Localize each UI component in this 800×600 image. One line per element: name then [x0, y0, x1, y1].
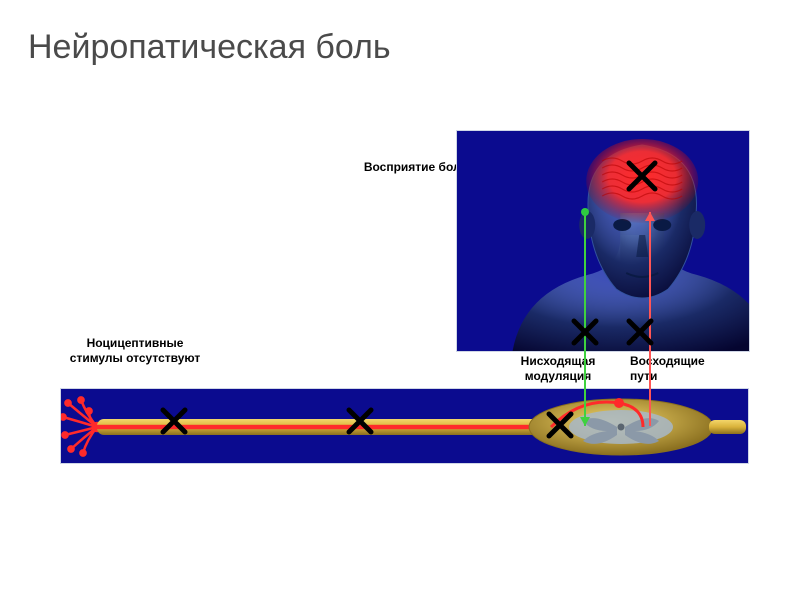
head-illustration: [457, 131, 750, 352]
label-line: Ноцицептивные: [87, 336, 184, 350]
nerve-panel: [60, 388, 749, 464]
label-ascending-pathways: Восходящие пути: [630, 354, 740, 384]
label-pain-perception: Восприятие боли: [338, 160, 468, 175]
label-descending-modulation: Нисходящая модуляция: [498, 354, 618, 384]
label-line: модуляция: [525, 369, 592, 383]
label-line: Нисходящая: [521, 354, 596, 368]
label-nociceptive-stimuli: Ноцицептивные стимулы отсутствуют: [50, 336, 220, 366]
label-line: стимулы отсутствуют: [70, 351, 200, 365]
page-title: Нейропатическая боль: [28, 28, 391, 67]
head-panel: [456, 130, 750, 352]
label-line: Восходящие: [630, 354, 705, 368]
label-line: пути: [630, 369, 657, 383]
nerve-illustration: [61, 389, 749, 464]
